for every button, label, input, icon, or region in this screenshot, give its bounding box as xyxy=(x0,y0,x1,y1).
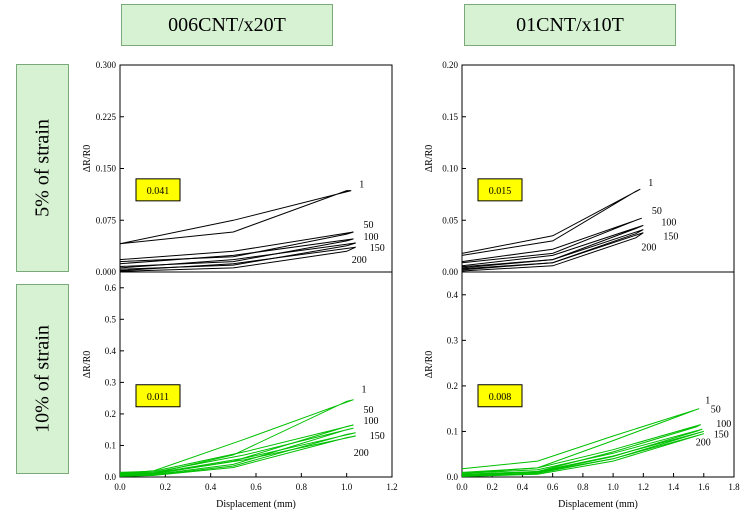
series-line-150 xyxy=(461,430,704,477)
x-tick-label: 0.2 xyxy=(160,482,171,492)
x-tick-label: 0.4 xyxy=(517,482,529,492)
y-tick-label: 0.4 xyxy=(447,290,459,300)
series-line-1 xyxy=(461,408,700,474)
row-label-bottom: 10% of strain xyxy=(16,284,69,474)
x-tick-label: 1.0 xyxy=(341,482,353,492)
y-tick-label: 0.20 xyxy=(442,60,458,70)
x-tick-label: 0.0 xyxy=(456,482,468,492)
y-tick-label: 0.3 xyxy=(447,335,459,345)
series-label-200: 200 xyxy=(641,243,656,254)
series-label-150: 150 xyxy=(370,431,385,442)
x-axis-label: Displacement (mm) xyxy=(216,499,296,510)
series-line-200 xyxy=(461,232,644,272)
y-tick-label: 0.3 xyxy=(105,377,117,387)
plot-area xyxy=(119,64,393,273)
y-tick-label: 0.075 xyxy=(96,215,117,225)
header-right-label: 01CNT/x10T xyxy=(516,13,624,36)
value-box-label: 0.041 xyxy=(147,186,170,197)
x-tick-label: 0.6 xyxy=(250,482,262,492)
series-line-100 xyxy=(119,427,354,477)
y-tick-label: 0.4 xyxy=(105,346,117,356)
x-tick-label: 0.2 xyxy=(487,482,498,492)
y-tick-label: 0.5 xyxy=(105,314,117,324)
series-label-1: 1 xyxy=(359,180,364,191)
value-box xyxy=(477,178,523,202)
series-label-50: 50 xyxy=(363,405,373,416)
y-tick-label: 0.0 xyxy=(105,472,117,482)
value-box xyxy=(135,178,181,202)
x-tick-label: 1.6 xyxy=(698,482,710,492)
y-tick-label: 0.00 xyxy=(442,267,458,277)
series-label-100: 100 xyxy=(363,232,378,243)
y-axis-label: ΔR/R0 xyxy=(424,145,435,173)
series-label-1: 1 xyxy=(361,385,366,396)
y-axis-label: ΔR/R0 xyxy=(82,145,93,173)
series-line-50 xyxy=(461,217,642,264)
y-tick-label: 0.300 xyxy=(96,60,117,70)
series-label-200: 200 xyxy=(696,438,711,449)
y-tick-label: 0.10 xyxy=(442,164,458,174)
series-label-200: 200 xyxy=(354,448,369,459)
value-box xyxy=(477,384,523,408)
x-tick-label: 0.4 xyxy=(205,482,217,492)
x-axis-label: Displacement (mm) xyxy=(558,499,638,510)
header-right: 01CNT/x10T xyxy=(464,4,676,46)
y-tick-label: 0.05 xyxy=(442,215,458,225)
series-label-100: 100 xyxy=(661,217,676,228)
y-tick-label: 0.0 xyxy=(447,472,459,482)
series-label-150: 150 xyxy=(370,243,385,254)
x-tick-label: 0.8 xyxy=(296,482,308,492)
series-line-1 xyxy=(119,190,352,245)
x-tick-label: 1.0 xyxy=(607,482,619,492)
y-tick-label: 0.6 xyxy=(105,283,117,293)
x-tick-label: 0.0 xyxy=(114,482,126,492)
value-box-label: 0.015 xyxy=(489,186,512,197)
x-tick-label: 0.6 xyxy=(547,482,559,492)
series-line-1 xyxy=(461,188,641,256)
y-tick-label: 0.000 xyxy=(96,267,117,277)
row-label-top: 5% of strain xyxy=(16,64,69,272)
series-label-1: 1 xyxy=(705,396,710,407)
series-label-200: 200 xyxy=(352,255,367,266)
value-box xyxy=(135,384,181,408)
series-line-50 xyxy=(119,231,354,263)
plot-area xyxy=(461,271,735,478)
series-line-200 xyxy=(119,246,356,272)
y-tick-label: 0.150 xyxy=(96,164,117,174)
y-tick-label: 0.2 xyxy=(447,381,458,391)
series-label-100: 100 xyxy=(716,419,731,430)
series-label-50: 50 xyxy=(711,405,721,416)
series-label-150: 150 xyxy=(663,232,678,243)
series-line-50 xyxy=(461,424,702,476)
series-line-200 xyxy=(119,435,356,477)
y-tick-label: 0.1 xyxy=(105,440,116,450)
x-tick-label: 1.4 xyxy=(668,482,680,492)
series-label-150: 150 xyxy=(714,429,729,440)
y-tick-label: 0.225 xyxy=(96,112,117,122)
header-left: 006CNT/x20T xyxy=(121,4,333,46)
x-tick-label: 1.8 xyxy=(728,482,740,492)
value-box-label: 0.008 xyxy=(489,392,512,403)
series-label-1: 1 xyxy=(648,178,653,189)
series-label-50: 50 xyxy=(652,206,662,217)
y-axis-label: ΔR/R0 xyxy=(424,351,435,379)
y-tick-label: 0.15 xyxy=(442,112,458,122)
plot-area xyxy=(461,64,735,273)
series-line-150 xyxy=(119,242,356,270)
y-axis-label: ΔR/R0 xyxy=(82,351,93,379)
x-tick-label: 0.8 xyxy=(577,482,589,492)
series-line-100 xyxy=(119,238,354,267)
y-tick-label: 0.1 xyxy=(447,426,458,436)
series-label-100: 100 xyxy=(363,416,378,427)
x-tick-label: 1.2 xyxy=(386,482,397,492)
value-box-label: 0.011 xyxy=(147,392,169,403)
y-tick-label: 0.2 xyxy=(105,409,116,419)
x-tick-label: 1.2 xyxy=(638,482,649,492)
series-label-50: 50 xyxy=(363,220,373,231)
series-line-200 xyxy=(461,433,704,477)
header-left-label: 006CNT/x20T xyxy=(168,13,286,36)
plot-area xyxy=(119,271,393,478)
